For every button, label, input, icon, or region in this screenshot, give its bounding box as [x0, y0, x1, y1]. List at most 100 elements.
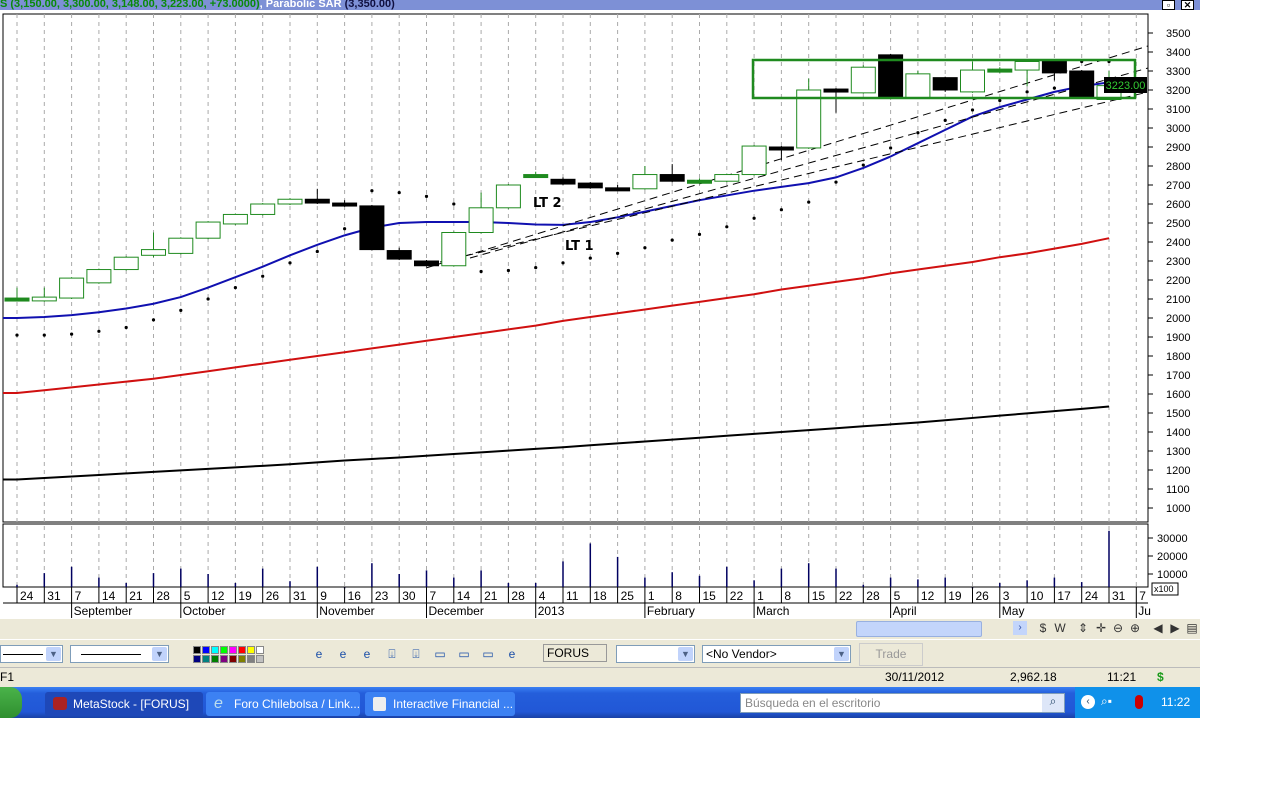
symbol-field[interactable]: FORUS: [543, 644, 607, 662]
candle-body: [878, 54, 904, 98]
month-label: November: [319, 604, 374, 618]
sar-dot: [124, 325, 128, 330]
price-tick-label: 3200: [1166, 85, 1190, 97]
date-label: 15: [703, 589, 717, 603]
sar-dot: [616, 251, 620, 255]
date-label: 25: [621, 589, 635, 603]
web-page-icon[interactable]: e: [363, 647, 371, 661]
chart-nav-icon[interactable]: W: [1054, 621, 1066, 635]
chart-title-bar: S (3,150.00, 3,300.00, 3,148.00, 3,223.0…: [0, 0, 1200, 10]
start-button[interactable]: [0, 687, 22, 718]
chart-nav-icon[interactable]: ▶: [1170, 621, 1180, 635]
candle-body: [632, 174, 658, 190]
scroll-right-arrow[interactable]: ›: [1013, 621, 1027, 635]
vendor-select[interactable]: <No Vendor> ▼: [702, 645, 851, 663]
trade-button[interactable]: Trade: [859, 643, 923, 666]
window-layout-icon[interactable]: ⍗: [388, 647, 396, 661]
candle: [332, 200, 358, 207]
candle: [741, 145, 767, 176]
date-label: 7: [1139, 589, 1146, 603]
candle: [550, 177, 576, 185]
line-width-select[interactable]: ▼: [70, 645, 169, 663]
tray-expand-icon[interactable]: ‹: [1081, 695, 1095, 709]
color-swatch[interactable]: [211, 655, 219, 663]
taskbar-item-metastock[interactable]: MetaStock - [FORUS]: [45, 692, 203, 716]
network-icon[interactable]: ⌕▪: [1101, 694, 1112, 708]
price-tick-label: 2500: [1166, 218, 1190, 230]
color-swatch[interactable]: [220, 646, 228, 654]
price-tick-label: 2800: [1166, 161, 1190, 173]
sar-dot: [424, 194, 429, 198]
price-tick-label: 1900: [1166, 332, 1190, 344]
period-select[interactable]: ▼: [616, 645, 695, 663]
price-tick-label: 2600: [1166, 199, 1190, 211]
volume-panel-frame: [2, 523, 1149, 588]
clock: 11:22: [1161, 695, 1191, 709]
color-swatch[interactable]: [202, 646, 210, 654]
sar-dot: [151, 318, 156, 322]
date-label: 14: [457, 589, 471, 603]
web-page-icon[interactable]: e: [339, 647, 347, 661]
candle: [168, 237, 194, 255]
horizontal-scrollbar-thumb[interactable]: [856, 621, 982, 637]
color-swatch[interactable]: [220, 655, 228, 663]
color-swatch[interactable]: [193, 646, 201, 654]
candle: [632, 166, 658, 190]
window-layout-icon[interactable]: ⍗: [412, 647, 420, 661]
price-chart[interactable]: LT 2 LT 1 3500 3400 3300 3200 3100 3000 2900 28…: [0, 10, 1200, 620]
candle-body: [1041, 61, 1067, 74]
line-style-select[interactable]: ▼: [0, 645, 63, 663]
candle-body: [441, 232, 467, 267]
chart-nav-icon[interactable]: ◀: [1153, 621, 1163, 635]
candle-body: [141, 249, 166, 256]
sar-dot: [889, 146, 893, 150]
color-palette[interactable]: [193, 646, 283, 666]
chart-nav-icon[interactable]: $: [1039, 621, 1047, 635]
status-help: F1: [0, 670, 15, 684]
candle-body: [304, 198, 330, 204]
chart-nav-icon[interactable]: ⇕: [1077, 621, 1089, 635]
price-tick-label: 1700: [1166, 370, 1190, 382]
web-page-icon[interactable]: e: [508, 647, 516, 661]
candles: [4, 53, 1122, 302]
candle: [386, 247, 412, 261]
color-swatch[interactable]: [229, 655, 237, 663]
color-swatch[interactable]: [247, 646, 255, 654]
chart-nav-icon[interactable]: ✛: [1095, 621, 1107, 635]
color-swatch[interactable]: [211, 646, 219, 654]
color-swatch[interactable]: [202, 655, 210, 663]
candle-body: [332, 202, 358, 207]
parabolic-sar-dots: [15, 59, 1111, 337]
desktop-search-input[interactable]: Búsqueda en el escritorio ⌕: [740, 693, 1065, 713]
candle-body: [4, 297, 30, 302]
candle-body: [468, 207, 494, 234]
month-label: May: [1002, 604, 1025, 618]
close-button[interactable]: ✕: [1181, 0, 1194, 10]
color-swatch[interactable]: [238, 646, 246, 654]
window-layout-icon[interactable]: ▭: [458, 647, 470, 661]
color-swatch[interactable]: [256, 655, 264, 663]
chart-nav-icon[interactable]: ⊖: [1112, 621, 1124, 635]
grid: [2, 13, 1149, 588]
sar-dot: [779, 208, 784, 212]
chart-nav-icon[interactable]: ⊕: [1129, 621, 1141, 635]
window-layout-icon[interactable]: ▭: [434, 647, 446, 661]
candle: [823, 88, 849, 113]
chart-nav-icon[interactable]: ▤: [1186, 621, 1198, 635]
candle-body: [523, 174, 549, 179]
taskbar-item-java[interactable]: Interactive Financial ...: [365, 692, 515, 716]
color-swatch[interactable]: [193, 655, 201, 663]
restore-button[interactable]: ▫: [1162, 0, 1175, 10]
bluetooth-icon[interactable]: [1135, 695, 1143, 709]
color-swatch[interactable]: [238, 655, 246, 663]
window-layout-icon[interactable]: ▭: [482, 647, 494, 661]
candle-body: [386, 250, 412, 260]
color-swatch[interactable]: [247, 655, 255, 663]
candle: [932, 76, 958, 92]
taskbar-item-browser[interactable]: e Foro Chilebolsa / Link...: [206, 692, 360, 716]
web-page-icon[interactable]: e: [315, 647, 323, 661]
color-swatch[interactable]: [256, 646, 264, 654]
search-icon[interactable]: ⌕: [1042, 694, 1064, 712]
volume-tick-label: 20000: [1157, 551, 1188, 563]
color-swatch[interactable]: [229, 646, 237, 654]
